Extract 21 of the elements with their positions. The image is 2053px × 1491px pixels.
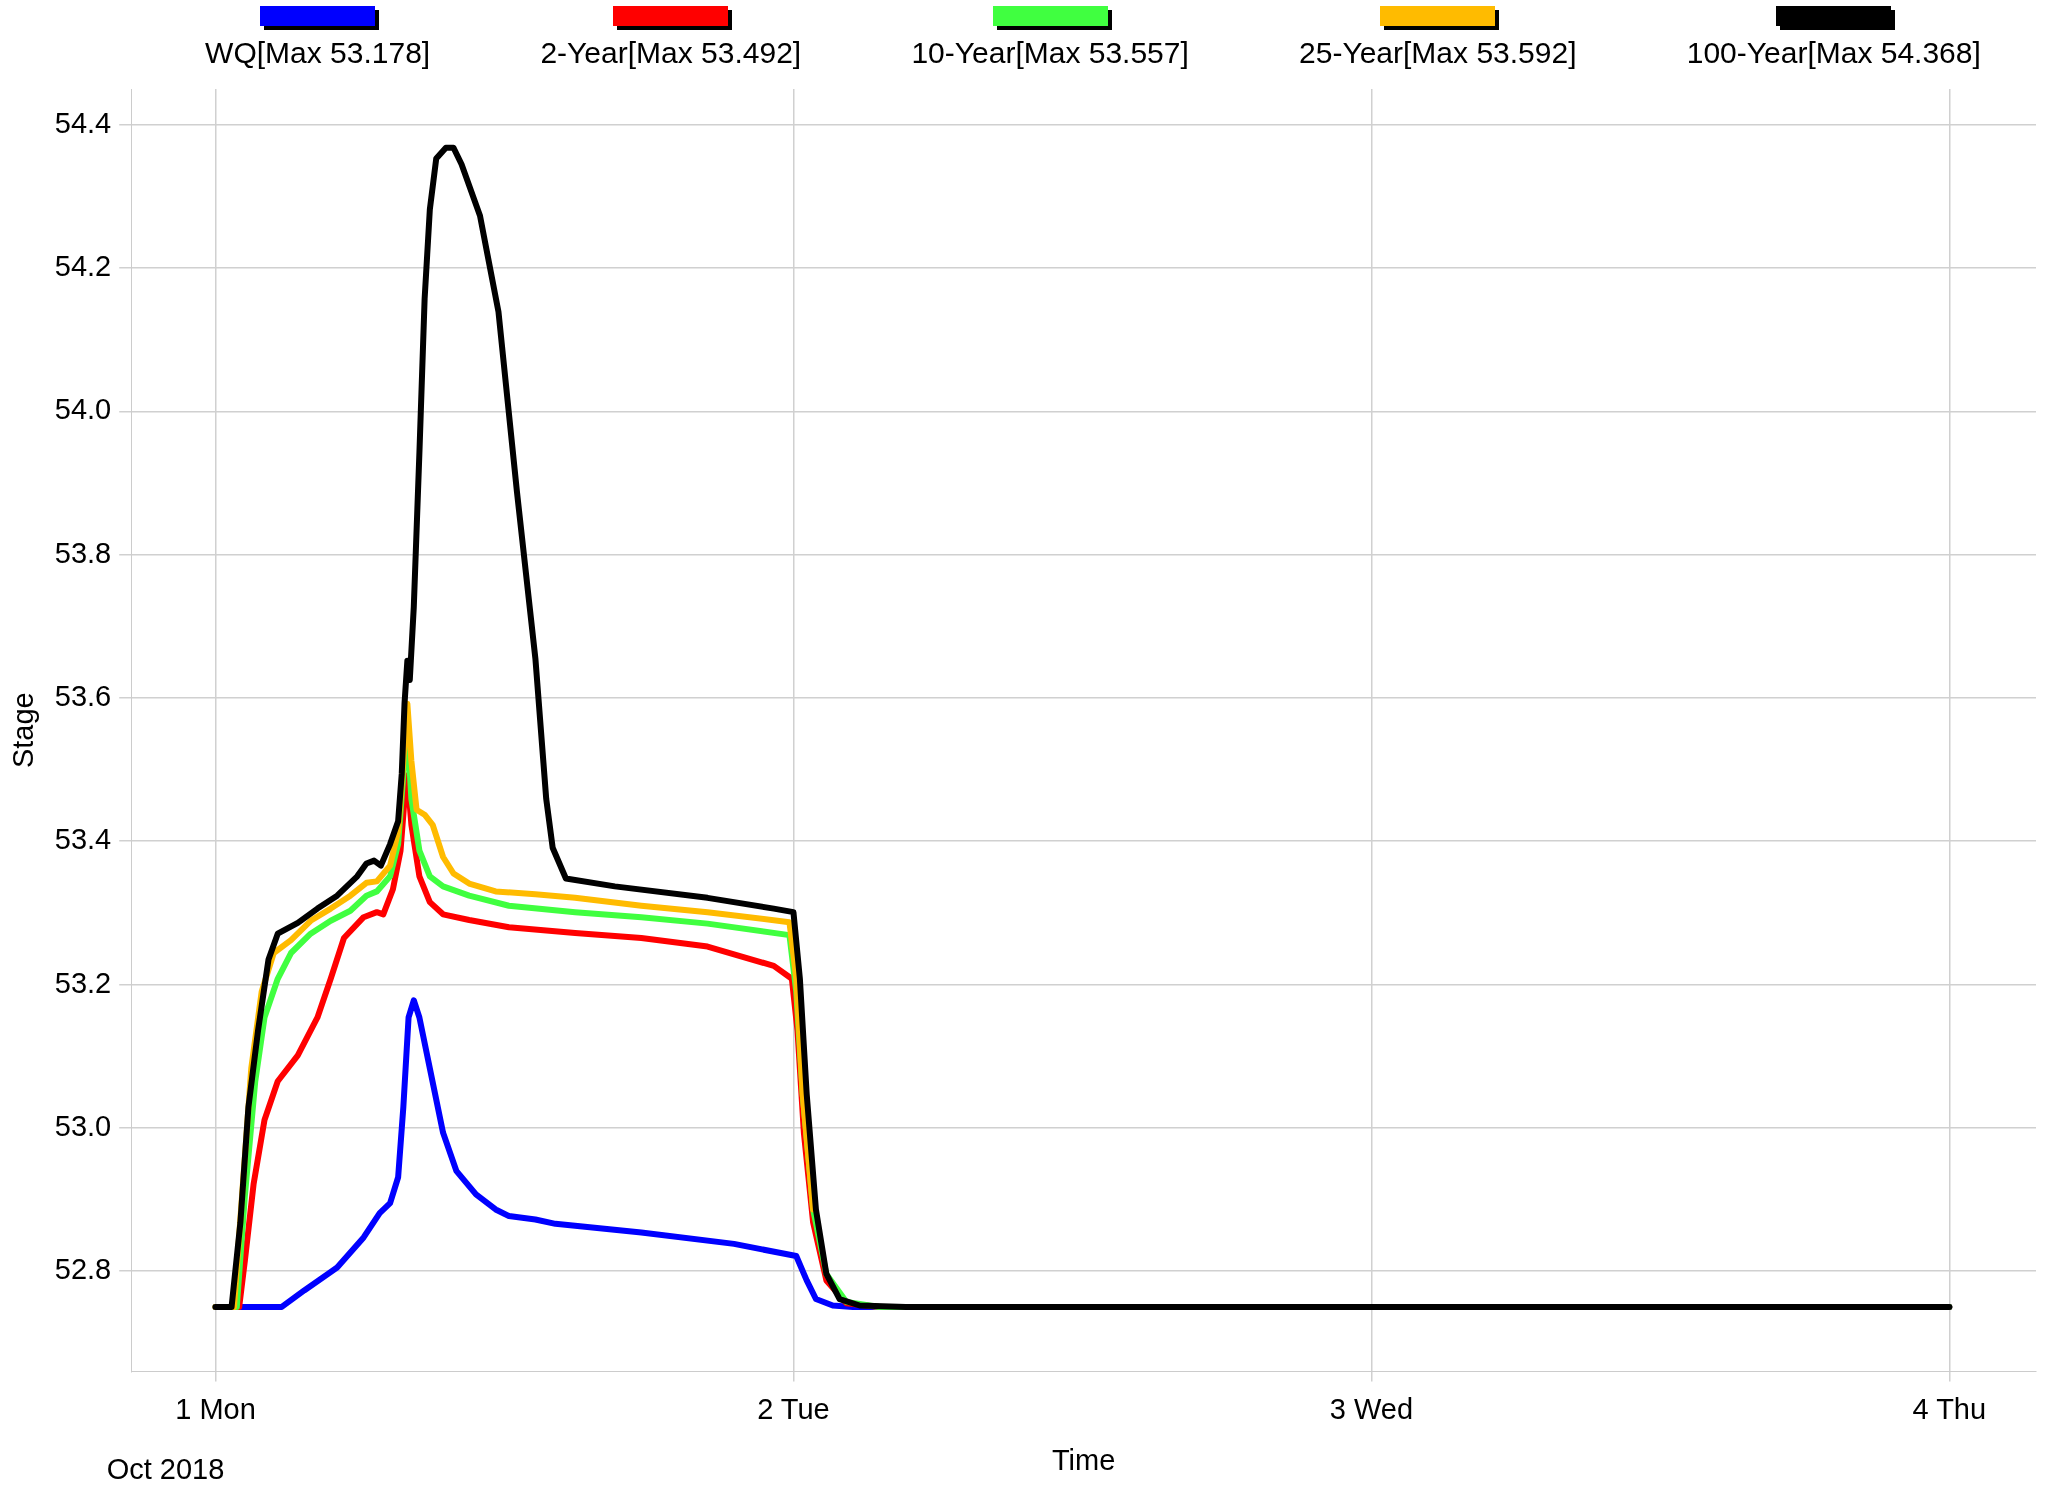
y-tick-label: 54.4 bbox=[54, 106, 112, 139]
y-tick-label: 52.8 bbox=[54, 1253, 112, 1286]
x-tick-label: 1 Mon bbox=[175, 1392, 256, 1425]
x-tick-label: 4 Thu bbox=[1912, 1392, 1987, 1425]
legend-label: WQ[Max 53.178] bbox=[205, 36, 431, 70]
x-axis-title: Time bbox=[1051, 1443, 1116, 1476]
x-tick-label: 3 Wed bbox=[1329, 1392, 1414, 1425]
y-tick-label: 54.2 bbox=[54, 250, 112, 283]
legend-label: 2-Year[Max 53.492] bbox=[540, 36, 802, 70]
y-axis-title: Stage bbox=[7, 692, 40, 769]
y-tick-label: 53.2 bbox=[54, 966, 112, 999]
legend-label: 100-Year[Max 54.368] bbox=[1686, 36, 1981, 70]
y-tick-label: 53.8 bbox=[54, 536, 112, 569]
y-tick-label: 53.6 bbox=[54, 679, 112, 712]
legend-label: 10-Year[Max 53.557] bbox=[911, 36, 1189, 70]
text: Oct 2018 bbox=[106, 1452, 225, 1485]
y-tick-label: 53.0 bbox=[54, 1109, 112, 1142]
y-tick-label: 54.0 bbox=[54, 393, 112, 426]
x-tick-label: 2 Tue bbox=[757, 1392, 830, 1425]
legend-label: 25-Year[Max 53.592] bbox=[1299, 36, 1577, 70]
y-tick-label: 53.4 bbox=[54, 823, 112, 856]
